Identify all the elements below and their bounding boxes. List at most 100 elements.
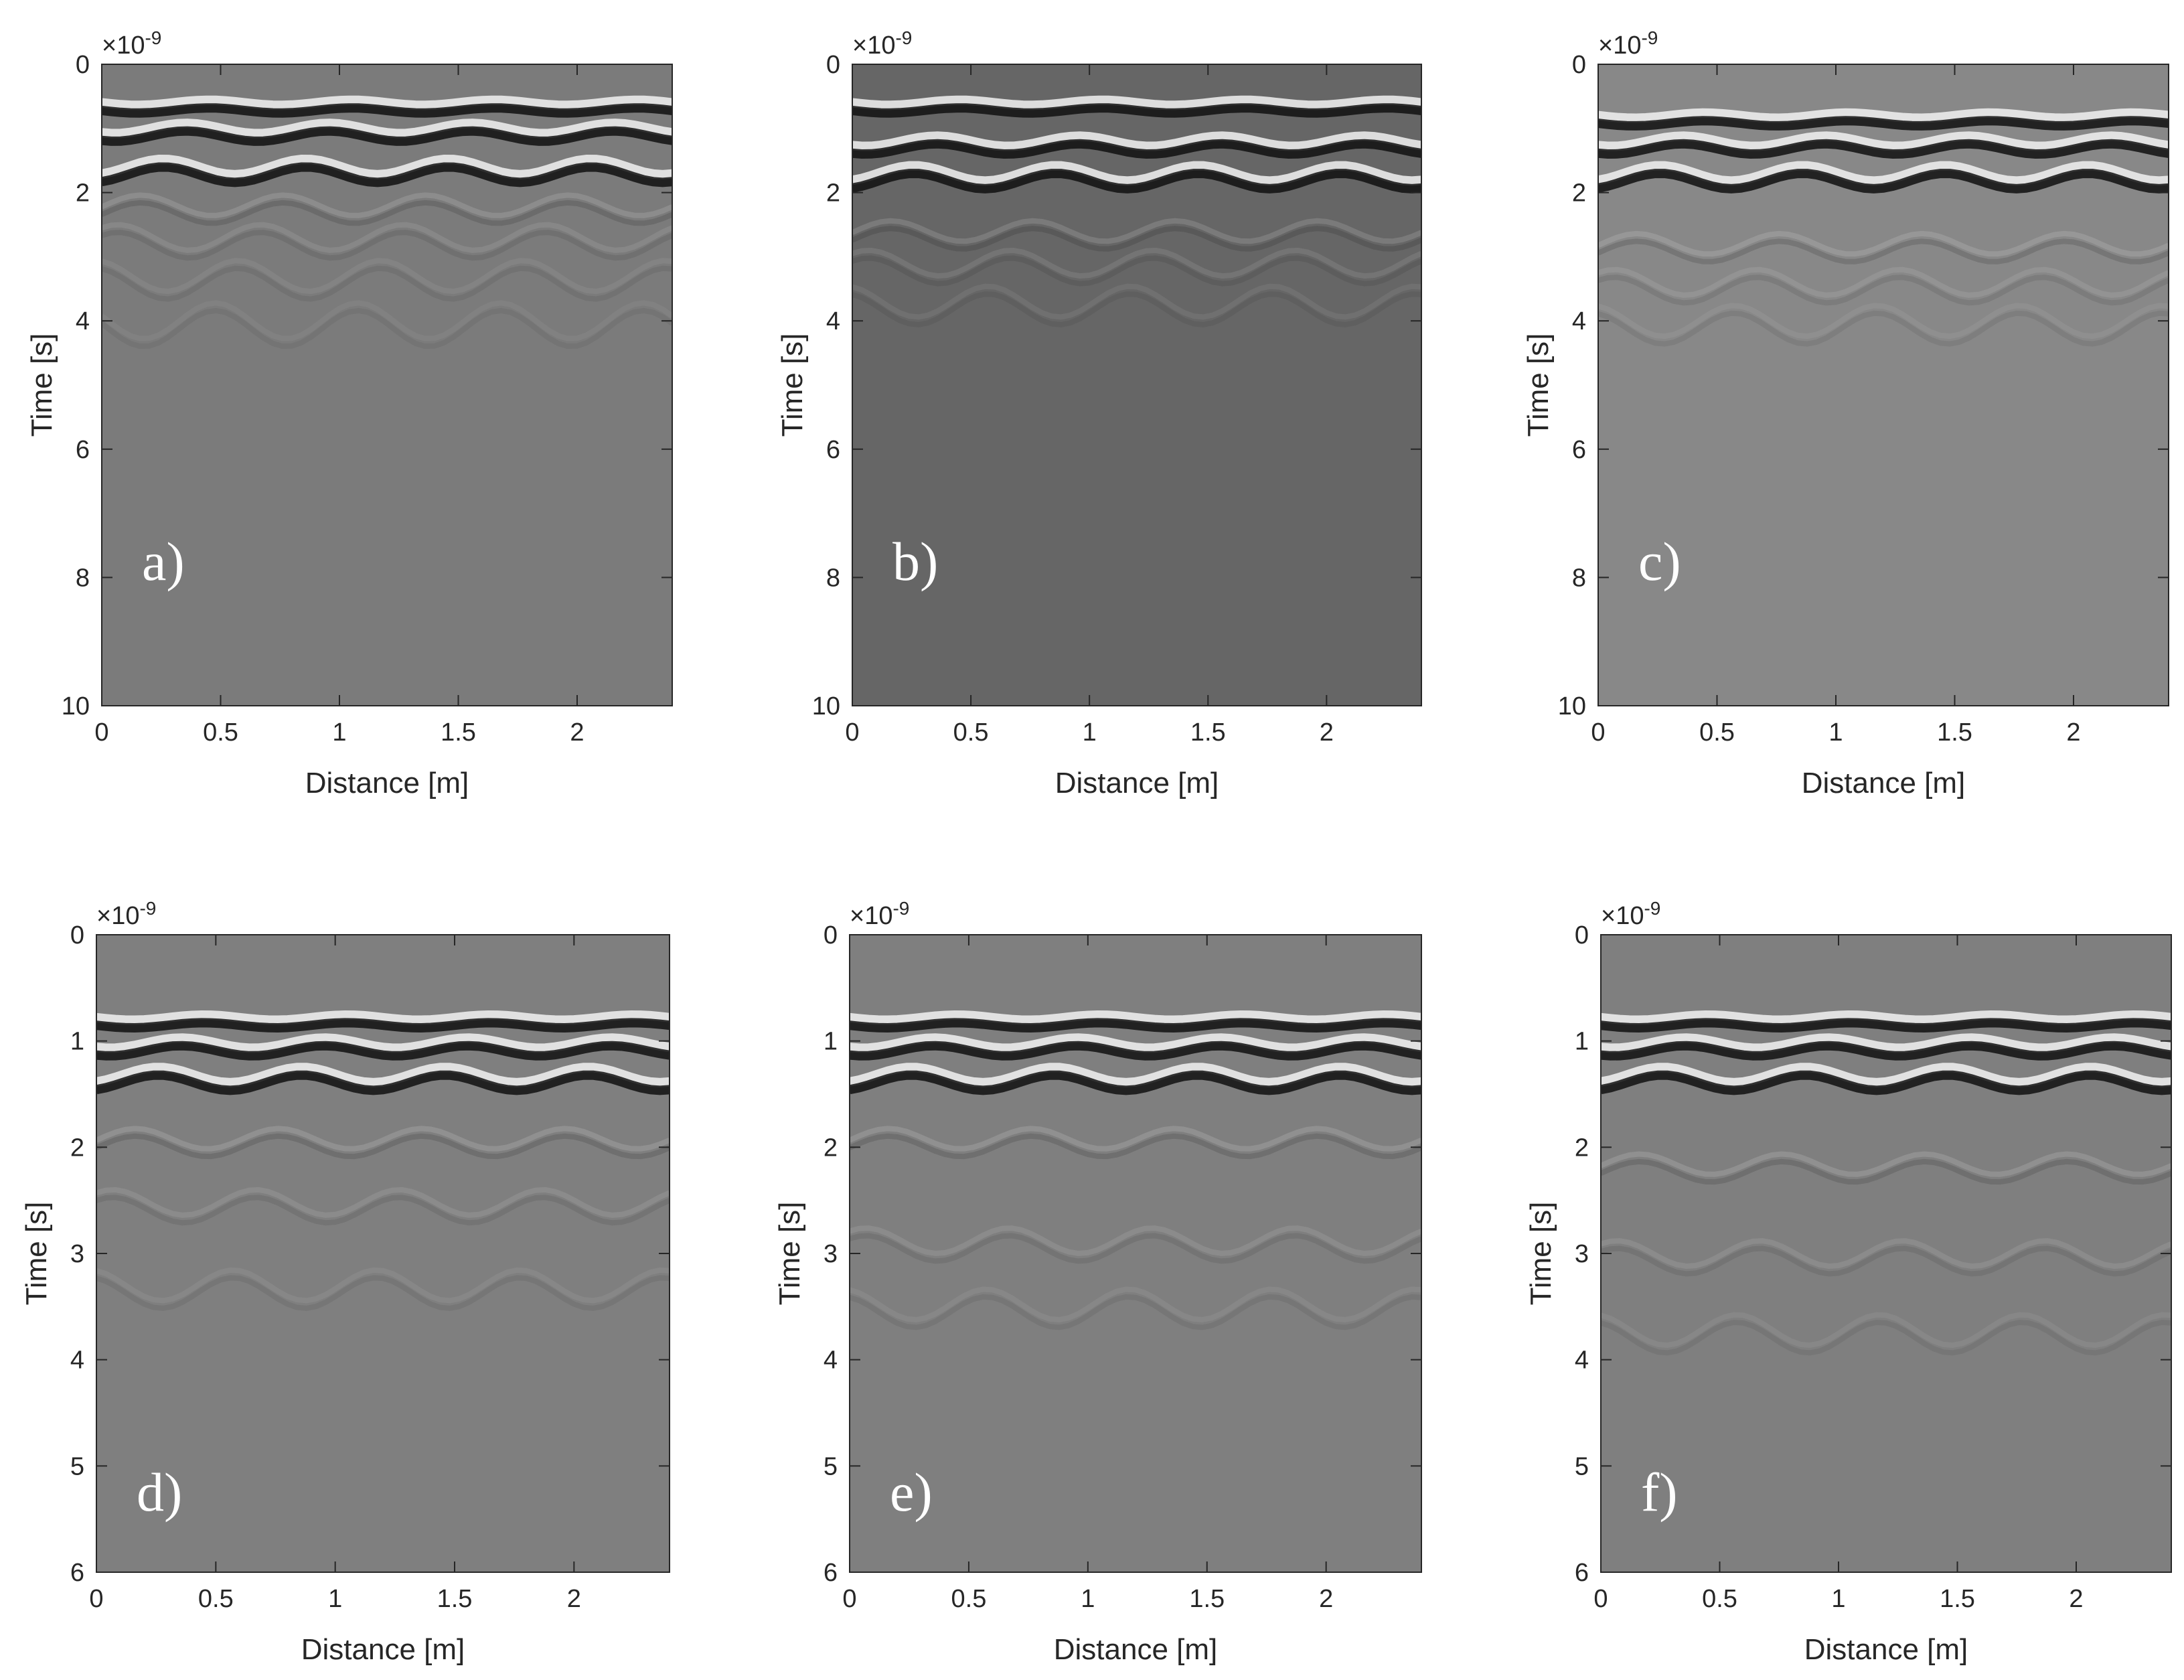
axes-frame xyxy=(101,64,673,706)
y-tick-label: 2 xyxy=(76,179,90,208)
reflection-band xyxy=(852,103,1421,118)
reflection-band xyxy=(852,255,1421,287)
x-tick-label: 0 xyxy=(94,718,108,747)
reflection-band xyxy=(1601,1063,2171,1087)
reflection-band xyxy=(1598,131,2169,151)
y-tick-label: 3 xyxy=(824,1240,838,1268)
reflection-band xyxy=(850,1041,1421,1061)
reflection-band xyxy=(102,230,672,261)
axes-frame xyxy=(1597,64,2169,706)
y-tick-label: 8 xyxy=(76,564,90,592)
y-tick-label: 10 xyxy=(812,692,840,720)
x-axis-label: Distance [m] xyxy=(1055,767,1219,799)
y-multiplier-base: ×10 xyxy=(1598,31,1641,60)
y-tick-label: 6 xyxy=(1572,436,1586,464)
y-multiplier-exponent: -9 xyxy=(1644,898,1660,919)
x-tick-label: 0.5 xyxy=(1699,718,1735,747)
reflection-band xyxy=(852,161,1421,186)
x-tick-label: 1.5 xyxy=(1940,1585,1975,1613)
y-tick-label: 2 xyxy=(1575,1134,1589,1162)
y-tick-label: 4 xyxy=(76,307,90,335)
x-tick-label: 1 xyxy=(332,718,346,747)
x-tick-label: 2 xyxy=(1319,1585,1333,1613)
x-tick-label: 0 xyxy=(842,1585,856,1613)
reflection-band xyxy=(96,1041,670,1061)
y-tick-label: 8 xyxy=(826,564,840,592)
radargram-texture xyxy=(850,1010,1421,1330)
reflection-band xyxy=(102,126,672,146)
x-tick-label: 2 xyxy=(570,718,584,747)
reflection-band xyxy=(852,131,1421,151)
x-tick-label: 1.5 xyxy=(1937,718,1972,747)
y-tick-label: 6 xyxy=(70,1559,84,1587)
y-tick-label: 6 xyxy=(1575,1559,1589,1587)
x-tick-label: 1 xyxy=(1831,1585,1845,1613)
reflection-band xyxy=(96,1010,670,1025)
x-tick-label: 1.5 xyxy=(441,718,476,747)
panel-label: c) xyxy=(1638,531,1681,592)
y-tick-label: 5 xyxy=(1575,1452,1589,1480)
y-axis-label: Time [s] xyxy=(773,1202,806,1306)
x-tick-label: 0.5 xyxy=(1702,1585,1737,1613)
y-tick-label: 5 xyxy=(70,1452,84,1480)
x-tick-label: 0.5 xyxy=(951,1585,987,1613)
y-multiplier-exponent: -9 xyxy=(145,27,161,48)
reflection-band xyxy=(852,169,1421,194)
reflection-band xyxy=(1598,169,2169,194)
y-multiplier-exponent: -9 xyxy=(139,898,156,919)
y-tick-label: 2 xyxy=(1572,179,1586,208)
y-multiplier: ×10-9 xyxy=(852,27,912,60)
y-tick-label: 2 xyxy=(824,1134,838,1162)
reflection-band xyxy=(850,1033,1421,1053)
reflection-band xyxy=(852,218,1421,244)
x-axis-label: Distance [m] xyxy=(301,1633,465,1666)
radargram-texture xyxy=(96,1010,670,1311)
panel: 0 0.5 1 1.5 2 0 1 2 3 4 5 6 ×10-9 Distance [m] Time [s… xyxy=(20,898,670,1666)
reflection-band xyxy=(1598,108,2169,123)
y-axis-label: Time [s] xyxy=(25,333,58,437)
y-tick-label: 4 xyxy=(826,307,840,335)
y-tick-label: 4 xyxy=(70,1347,84,1375)
x-axis-label: Distance [m] xyxy=(1054,1633,1218,1666)
x-tick-label: 0 xyxy=(1591,718,1605,747)
reflection-band xyxy=(96,1070,670,1095)
reflection-band xyxy=(1601,1151,2171,1177)
reflection-band xyxy=(1598,161,2169,186)
x-tick-label: 0 xyxy=(845,718,859,747)
reflection-band xyxy=(850,1225,1421,1256)
reflection-band xyxy=(852,226,1421,252)
reflection-band xyxy=(102,265,672,302)
reflection-band xyxy=(852,291,1421,327)
reflection-band xyxy=(1598,303,2169,339)
reflection-band xyxy=(1598,275,2169,306)
radargram-texture xyxy=(102,95,672,350)
reflection-band xyxy=(852,283,1421,320)
reflection-band xyxy=(102,103,672,118)
reflection-band xyxy=(96,1275,670,1311)
reflection-band xyxy=(1601,1312,2171,1349)
radargram-background xyxy=(1598,64,2169,706)
y-tick-label: 10 xyxy=(62,692,90,720)
reflection-band xyxy=(102,222,672,253)
reflection-band xyxy=(96,1187,670,1218)
y-tick-label: 4 xyxy=(1575,1347,1589,1375)
y-multiplier-base: ×10 xyxy=(102,31,145,60)
y-tick-label: 1 xyxy=(70,1028,84,1056)
radargram-texture xyxy=(1601,1010,2171,1356)
reflection-band xyxy=(1598,238,2169,264)
reflection-band xyxy=(102,154,672,179)
y-tick-label: 2 xyxy=(70,1134,84,1162)
panel-label: f) xyxy=(1641,1462,1678,1523)
x-axis-label: Distance [m] xyxy=(1804,1633,1968,1666)
reflection-band xyxy=(96,1018,670,1033)
y-multiplier-exponent: -9 xyxy=(895,27,912,48)
reflection-band xyxy=(1601,1033,2171,1053)
axes-frame xyxy=(852,64,1422,706)
panel: 0 0.5 1 1.5 2 0 1 2 3 4 5 6 ×10-9 Distance [m] Time [s… xyxy=(773,898,1422,1666)
reflection-band xyxy=(1598,139,2169,159)
y-tick-label: 3 xyxy=(70,1240,84,1268)
y-tick-label: 1 xyxy=(824,1028,838,1056)
x-tick-label: 0.5 xyxy=(203,718,238,747)
reflection-band xyxy=(102,307,672,350)
